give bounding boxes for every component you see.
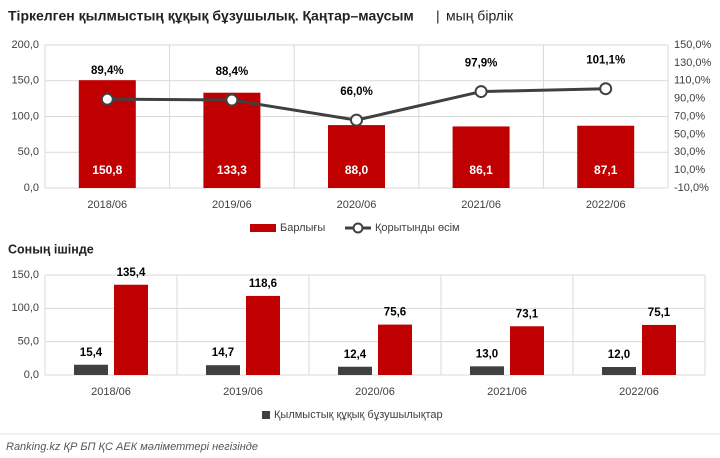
bar bbox=[452, 126, 510, 188]
y2-tick-label: 90,0% bbox=[674, 93, 705, 105]
y-tick-label: 150,0 bbox=[11, 75, 39, 87]
data-label: 86,1 bbox=[469, 163, 493, 177]
bar bbox=[642, 324, 676, 375]
y2-tick-label: 50,0% bbox=[674, 128, 705, 140]
x-tick-label: 2022/06 bbox=[619, 386, 659, 398]
footer: Ranking.kz ҚР БП ҚС АЕК мәліметтері негі… bbox=[6, 441, 258, 453]
y-tick-label: 50,0 bbox=[18, 336, 39, 348]
y2-tick-label: 110,0% bbox=[674, 75, 711, 87]
bar bbox=[577, 125, 635, 188]
y2-tick-label: 130,0% bbox=[674, 57, 712, 69]
legend-swatch bbox=[250, 224, 276, 232]
legend-swatch bbox=[262, 411, 270, 419]
bar bbox=[206, 365, 240, 375]
data-label: 89,4% bbox=[91, 65, 124, 77]
legend-swatch bbox=[352, 222, 364, 234]
data-label: 135,4 bbox=[117, 267, 146, 279]
bar bbox=[470, 366, 504, 375]
y2-tick-label: 30,0% bbox=[674, 146, 705, 158]
data-label: 66,0% bbox=[340, 86, 373, 98]
data-label: 13,0 bbox=[476, 348, 498, 360]
bar bbox=[602, 367, 636, 375]
data-label: 14,7 bbox=[212, 347, 234, 359]
data-label: 12,0 bbox=[608, 349, 630, 361]
x-tick-label: 2020/06 bbox=[337, 199, 377, 211]
y2-tick-label: 150,0% bbox=[674, 39, 712, 51]
data-label: 101,1% bbox=[586, 55, 625, 67]
data-label: 88,4% bbox=[216, 66, 249, 78]
x-tick-label: 2019/06 bbox=[223, 386, 263, 398]
separator: | bbox=[436, 8, 440, 24]
y-tick-label: 200,0 bbox=[11, 39, 39, 51]
line-marker bbox=[350, 113, 363, 127]
chart-subtitle: мың бірлік bbox=[446, 8, 514, 24]
line-marker bbox=[599, 82, 613, 96]
y-tick-label: 100,0 bbox=[11, 302, 39, 314]
line-marker bbox=[474, 85, 488, 99]
line-marker bbox=[100, 92, 114, 106]
y-tick-label: 50,0 bbox=[18, 146, 39, 158]
legend-label: Қылмыстық құқық бұзушылықтар bbox=[274, 409, 443, 421]
bar bbox=[203, 92, 261, 188]
y2-tick-label: 10,0% bbox=[674, 164, 705, 176]
data-label: 133,3 bbox=[217, 163, 247, 177]
y2-tick-label: -10,0% bbox=[674, 182, 709, 194]
data-label: 12,4 bbox=[344, 349, 367, 361]
y-tick-label: 0,0 bbox=[24, 369, 39, 381]
data-label: 75,6 bbox=[384, 307, 406, 319]
x-tick-label: 2021/06 bbox=[487, 386, 527, 398]
bar bbox=[378, 324, 412, 375]
bar bbox=[328, 125, 385, 188]
bar bbox=[338, 366, 372, 375]
y-tick-label: 100,0 bbox=[11, 110, 39, 122]
data-label: 97,9% bbox=[465, 58, 498, 70]
data-label: 87,1 bbox=[594, 163, 618, 177]
line-marker bbox=[225, 93, 239, 107]
bar bbox=[246, 295, 280, 375]
x-tick-label: 2019/06 bbox=[212, 199, 252, 211]
bar bbox=[510, 326, 544, 375]
y2-tick-label: 70,0% bbox=[674, 110, 705, 122]
data-label: 73,1 bbox=[516, 308, 539, 320]
y-tick-label: 150,0 bbox=[11, 269, 39, 281]
bar bbox=[74, 364, 108, 375]
x-tick-label: 2022/06 bbox=[586, 199, 626, 211]
data-label: 118,6 bbox=[249, 278, 277, 290]
bar bbox=[114, 284, 148, 375]
data-label: 150,8 bbox=[92, 163, 122, 177]
data-label: 75,1 bbox=[648, 307, 671, 319]
x-tick-label: 2018/06 bbox=[91, 386, 131, 398]
x-tick-label: 2018/06 bbox=[87, 199, 127, 211]
x-tick-label: 2021/06 bbox=[461, 199, 501, 211]
legend-label: Қорытынды өсім bbox=[375, 222, 460, 234]
data-label: 88,0 bbox=[345, 163, 369, 177]
legend-label: Барлығы bbox=[280, 222, 325, 234]
data-label: 15,4 bbox=[80, 347, 103, 359]
y-tick-label: 0,0 bbox=[24, 182, 39, 194]
chart-title: Соның ішінде bbox=[8, 242, 94, 256]
chart-title: Тіркелген қылмыстың құқық бұзушылық. Қаң… bbox=[8, 8, 414, 24]
x-tick-label: 2020/06 bbox=[355, 386, 395, 398]
